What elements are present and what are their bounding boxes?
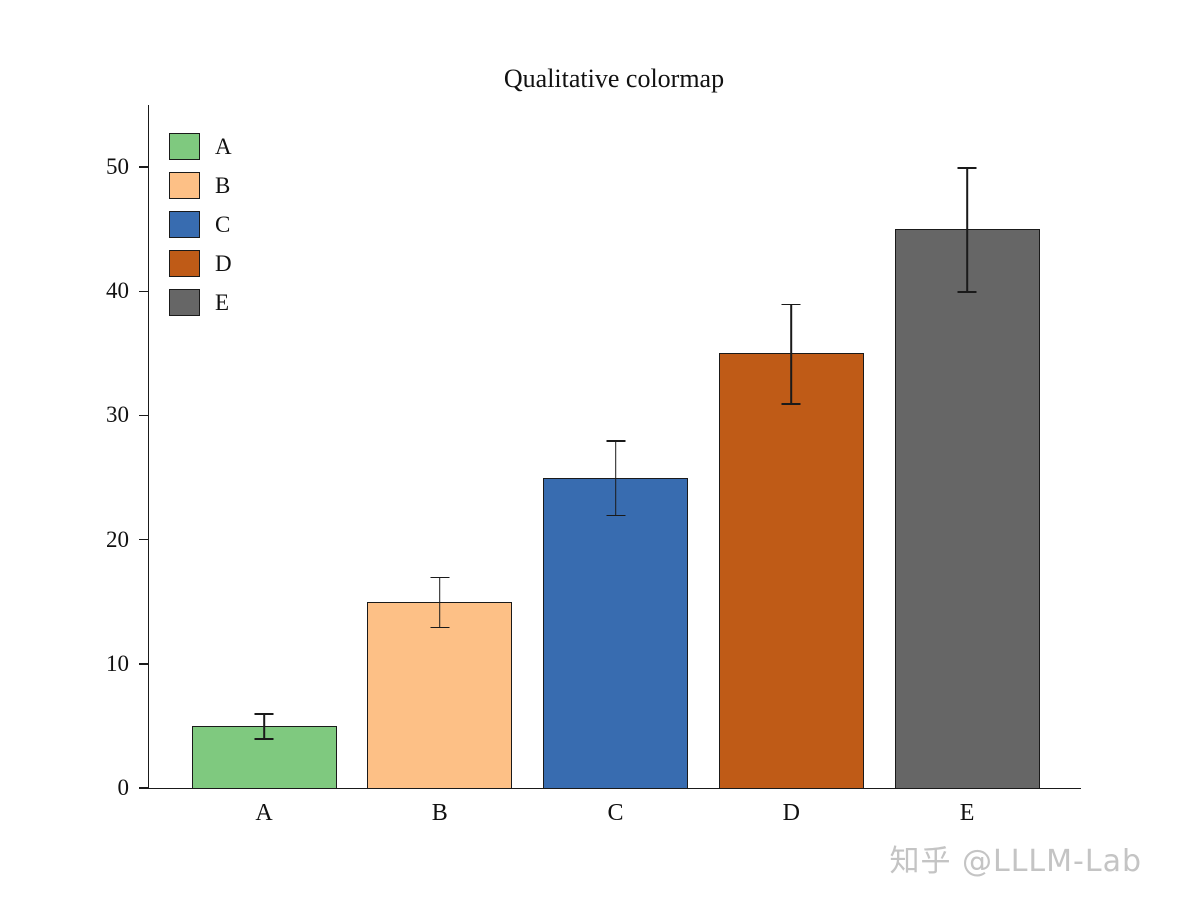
x-tick-label-B: B: [431, 800, 448, 826]
error-bar-B: [438, 576, 441, 627]
error-cap-top-D: [781, 303, 801, 306]
legend-swatch-B: [169, 172, 200, 199]
legend-label: C: [215, 211, 231, 237]
y-tick-mark: [139, 538, 148, 541]
bar-C: [543, 477, 689, 788]
y-tick-label: 40: [106, 278, 129, 304]
x-tick-label-C: C: [607, 800, 624, 826]
y-tick-label: 10: [106, 650, 129, 676]
error-cap-top-C: [606, 440, 626, 442]
legend-label: B: [215, 172, 231, 198]
legend-swatch-E: [169, 289, 200, 316]
y-tick-mark: [139, 787, 148, 789]
error-cap-bottom-D: [781, 403, 801, 405]
x-tick-label-D: D: [782, 800, 800, 826]
error-bar-E: [966, 167, 968, 292]
y-tick-label: 50: [106, 154, 129, 180]
watermark: 知乎 @LLLM-Lab: [889, 844, 1142, 879]
legend-label: D: [215, 250, 232, 276]
error-cap-bottom-E: [957, 291, 977, 293]
x-tick-label-A: A: [255, 800, 273, 826]
error-cap-bottom-B: [430, 626, 450, 629]
legend-swatch-A: [169, 133, 200, 160]
error-bar-D: [790, 303, 793, 404]
y-tick-mark: [139, 290, 148, 293]
y-tick-label: 30: [106, 402, 129, 428]
legend-entry-B: B: [169, 166, 232, 205]
bar-B: [367, 601, 513, 788]
chart-title: Qualitative colormap: [503, 64, 725, 93]
legend-entry-C: C: [169, 205, 232, 244]
y-tick-label: 20: [106, 526, 129, 552]
legend-swatch-D: [169, 250, 200, 277]
y-tick-label: 0: [117, 775, 130, 800]
legend-entry-E: E: [169, 283, 232, 322]
error-cap-bottom-C: [606, 514, 626, 517]
bar-E: [894, 229, 1040, 788]
error-cap-top-B: [430, 576, 450, 579]
error-bar-A: [263, 713, 265, 739]
x-tick-label-E: E: [959, 800, 975, 826]
error-cap-top-E: [957, 167, 977, 169]
y-tick-mark: [139, 166, 148, 168]
error-cap-bottom-A: [254, 738, 274, 740]
error-bar-C: [614, 440, 617, 515]
legend-label: A: [215, 133, 232, 159]
legend-entry-A: A: [169, 127, 232, 166]
bar-D: [718, 353, 864, 788]
legend-entry-D: D: [169, 244, 232, 283]
legend-swatch-C: [169, 211, 200, 238]
error-cap-top-A: [254, 713, 274, 716]
legend-label: E: [215, 289, 230, 315]
y-tick-mark: [139, 414, 148, 417]
y-tick-mark: [139, 663, 148, 665]
